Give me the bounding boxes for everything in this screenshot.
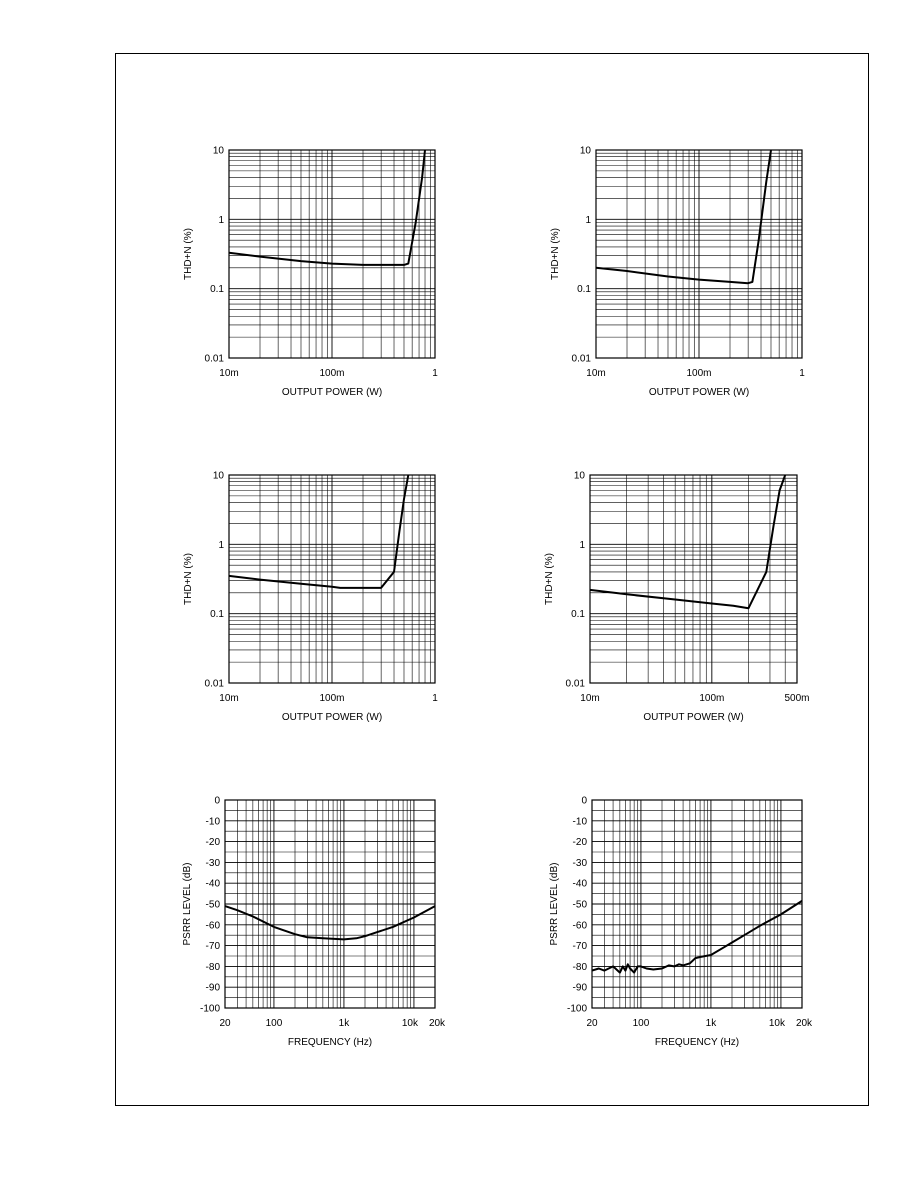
x-axis-label: OUTPUT POWER (W) [643,712,743,723]
y-axis-label: PSRR LEVEL (dB) [182,863,193,946]
plot-frame [589,474,798,684]
x-tick-label: 500m [784,693,809,704]
x-tick-label: 1k [339,1018,351,1029]
series-line [228,149,426,266]
plot-frame [224,799,436,1009]
y-tick-label: -70 [206,941,221,952]
x-axis-label: FREQUENCY (Hz) [288,1037,372,1048]
y-tick-label: 0.1 [571,609,585,620]
y-tick-label: 10 [213,146,225,157]
chart-6: 0 -10 -20 -30 -40 -50 -60 -70 -80 -90 -100 20 100 1k 1… [549,796,813,1049]
plot-frame [591,799,803,1009]
y-tick-label: -10 [573,816,588,827]
x-axis-label: FREQUENCY (Hz) [655,1037,739,1048]
y-axis-label: THD+N (%) [183,228,194,280]
y-axis-label: THD+N (%) [183,553,194,605]
y-tick-label: 0.1 [210,609,224,620]
x-tick-label: 20 [219,1018,231,1029]
y-tick-label: -80 [573,962,588,973]
x-tick-label: 100m [319,693,344,704]
x-tick-label: 1 [799,368,805,379]
x-tick-label: 1 [432,368,438,379]
y-axis-label: THD+N (%) [544,553,555,605]
x-tick-label: 1k [706,1018,718,1029]
x-tick-label: 10m [219,693,238,704]
y-tick-label: 10 [574,471,586,482]
y-tick-label: -90 [206,983,221,994]
y-tick-label: -20 [573,837,588,848]
y-tick-label: -60 [206,920,221,931]
x-axis-label: OUTPUT POWER (W) [282,712,382,723]
x-tick-label: 10m [586,368,605,379]
y-tick-label: 0.01 [566,679,586,690]
y-tick-label: 1 [218,540,224,551]
chart-4: 0.01 0.1 1 10 10m 100m 500m OUTPUT POWER (W) THD… [544,471,810,724]
x-tick-label: 100m [319,368,344,379]
chart-3: 0.01 0.1 1 10 10m 100m 1 OUTPUT POWER (W) THD+N … [183,471,438,724]
y-tick-label: -90 [573,983,588,994]
x-tick-label: 100 [266,1018,283,1029]
y-tick-label: 10 [580,146,592,157]
y-tick-label: -80 [206,962,221,973]
x-tick-label: 100m [699,693,724,704]
series-line [591,900,803,974]
y-axis-label: THD+N (%) [550,228,561,280]
y-tick-label: -60 [573,920,588,931]
y-tick-label: -30 [206,858,221,869]
series-line [228,474,410,589]
y-tick-label: 0 [581,796,587,807]
y-tick-label: 0.01 [572,354,592,365]
y-tick-label: 0.1 [577,284,591,295]
page-border [115,53,869,1106]
y-tick-label: 1 [585,215,591,226]
x-tick-label: 20 [586,1018,598,1029]
y-axis-label: PSRR LEVEL (dB) [549,863,560,946]
y-tick-label: -10 [206,816,221,827]
series-line [595,149,772,285]
x-tick-label: 10m [219,368,238,379]
y-tick-label: 0.01 [205,354,225,365]
y-tick-label: -40 [206,879,221,890]
x-tick-label: 20k [429,1018,446,1029]
y-tick-label: 1 [579,540,585,551]
x-tick-label: 20k [796,1018,813,1029]
series-line [224,905,436,941]
y-tick-label: 1 [218,215,224,226]
y-tick-label: 0 [214,796,220,807]
y-tick-label: -20 [206,837,221,848]
y-tick-label: 0.01 [205,679,225,690]
y-tick-label: -40 [573,879,588,890]
x-tick-label: 10k [402,1018,419,1029]
chart-1: 0.01 0.1 1 10 10m 100m 1 OUTPUT POWER (W) THD+N … [183,146,438,399]
chart-5: 0 -10 -20 -30 -40 -50 -60 -70 -80 -90 -100 20 100 1k 1… [182,796,446,1049]
y-tick-label: -100 [567,1004,587,1015]
y-tick-label: -50 [573,900,588,911]
plot-frame [228,474,436,684]
x-tick-label: 10k [769,1018,786,1029]
y-tick-label: -70 [573,941,588,952]
x-tick-label: 10m [580,693,599,704]
plot-frame [595,149,803,359]
plot-frame [228,149,436,359]
series-line [589,474,787,610]
x-axis-label: OUTPUT POWER (W) [649,387,749,398]
y-tick-label: 10 [213,471,225,482]
chart-2: 0.01 0.1 1 10 10m 100m 1 OUTPUT POWER (W) THD+N … [550,146,805,399]
x-tick-label: 100 [633,1018,650,1029]
y-tick-label: -100 [200,1004,220,1015]
x-tick-label: 1 [432,693,438,704]
y-tick-label: -50 [206,900,221,911]
x-axis-label: OUTPUT POWER (W) [282,387,382,398]
y-tick-label: -30 [573,858,588,869]
y-tick-label: 0.1 [210,284,224,295]
x-tick-label: 100m [686,368,711,379]
